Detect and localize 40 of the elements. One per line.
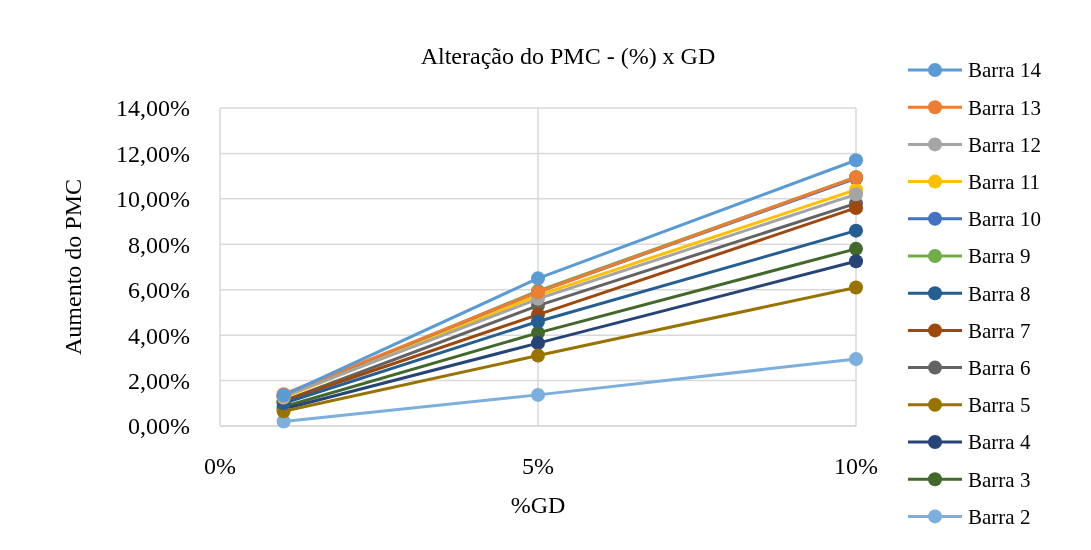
point [849, 223, 863, 238]
x-tick-label: 0% [204, 453, 236, 480]
y-tick-label: 12,00% [116, 140, 190, 167]
legend-label: Barra 14 [968, 58, 1042, 83]
y-tick-label: 10,00% [116, 186, 190, 213]
point [849, 241, 863, 256]
legend-label: Barra 2 [968, 504, 1031, 529]
legend-label: Barra 13 [968, 95, 1041, 120]
legend-label: Barra 7 [968, 318, 1031, 343]
x-axis-title: %GD [510, 492, 566, 519]
point [849, 280, 863, 295]
point [531, 336, 545, 351]
x-tick-label: 10% [834, 453, 878, 480]
x-tick-label: 5% [522, 453, 554, 480]
legend-label: Barra 6 [968, 355, 1031, 380]
legend-label: Barra 10 [968, 207, 1041, 232]
y-tick-label: 4,00% [128, 322, 190, 349]
point [849, 351, 863, 366]
legend-label: Barra 3 [968, 467, 1031, 492]
point [531, 271, 545, 286]
y-tick-label: 8,00% [128, 231, 190, 258]
point [849, 254, 863, 269]
legend-label: Barra 4 [968, 430, 1031, 455]
y-tick-label: 14,00% [116, 95, 190, 122]
y-tick-label: 0,00% [128, 413, 190, 440]
legend-label: Barra 5 [968, 393, 1031, 418]
point [849, 200, 863, 215]
point [849, 187, 863, 202]
legend-label: Barra 9 [968, 244, 1031, 269]
legend-label: Barra 12 [968, 132, 1041, 157]
y-tick-label: 6,00% [128, 277, 190, 304]
point [531, 314, 545, 329]
y-tick-label: 2,00% [128, 367, 190, 394]
legend-label: Barra 8 [968, 281, 1031, 306]
legend-label: Barra 11 [968, 169, 1041, 194]
point [849, 153, 863, 168]
point [531, 348, 545, 363]
chart-title: Alteração do PMC - (%) x GD [420, 43, 716, 70]
point [531, 387, 545, 402]
y-axis-title: Aumento do PMC [60, 178, 87, 356]
